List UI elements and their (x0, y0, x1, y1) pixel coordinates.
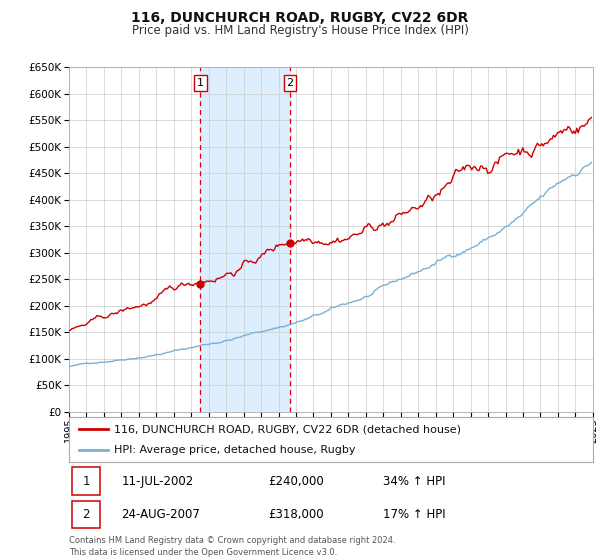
FancyBboxPatch shape (71, 468, 100, 494)
Text: 116, DUNCHURCH ROAD, RUGBY, CV22 6DR (detached house): 116, DUNCHURCH ROAD, RUGBY, CV22 6DR (de… (113, 424, 461, 435)
Text: 34% ↑ HPI: 34% ↑ HPI (383, 474, 446, 488)
Text: 116, DUNCHURCH ROAD, RUGBY, CV22 6DR: 116, DUNCHURCH ROAD, RUGBY, CV22 6DR (131, 11, 469, 25)
Text: Price paid vs. HM Land Registry's House Price Index (HPI): Price paid vs. HM Land Registry's House … (131, 24, 469, 36)
Text: 2: 2 (286, 78, 293, 88)
Bar (200, 67, 290, 412)
Text: £318,000: £318,000 (268, 508, 323, 521)
Text: 2: 2 (82, 508, 90, 521)
Text: 24-AUG-2007: 24-AUG-2007 (121, 508, 200, 521)
FancyBboxPatch shape (71, 501, 100, 528)
Text: 1: 1 (197, 78, 204, 88)
Text: Contains HM Land Registry data © Crown copyright and database right 2024.
This d: Contains HM Land Registry data © Crown c… (69, 536, 395, 557)
Text: 11-JUL-2002: 11-JUL-2002 (121, 474, 194, 488)
Text: 17% ↑ HPI: 17% ↑ HPI (383, 508, 446, 521)
Text: HPI: Average price, detached house, Rugby: HPI: Average price, detached house, Rugb… (113, 445, 355, 455)
Text: £240,000: £240,000 (268, 474, 324, 488)
Text: 1: 1 (82, 474, 90, 488)
